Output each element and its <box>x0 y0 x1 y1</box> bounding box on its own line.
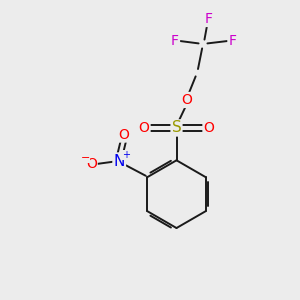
Text: F: F <box>205 12 213 26</box>
Text: +: + <box>122 150 130 160</box>
Text: O: O <box>86 157 97 171</box>
Text: S: S <box>172 120 182 135</box>
Text: F: F <box>228 34 236 48</box>
Text: F: F <box>171 34 179 48</box>
Text: −: − <box>81 153 90 163</box>
Text: N: N <box>113 154 125 169</box>
Text: O: O <box>139 121 149 135</box>
Text: O: O <box>203 121 214 135</box>
Text: O: O <box>118 128 129 142</box>
Text: O: O <box>182 93 192 107</box>
